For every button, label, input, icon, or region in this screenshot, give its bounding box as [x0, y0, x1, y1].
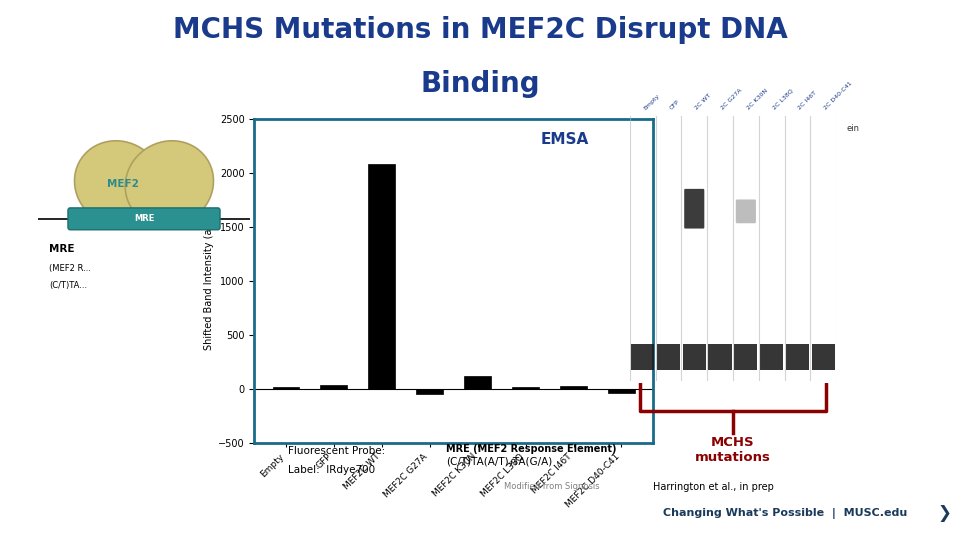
FancyBboxPatch shape [735, 199, 756, 223]
Text: (C/T)TA...: (C/T)TA... [49, 281, 87, 290]
Text: ein: ein [847, 124, 859, 133]
Ellipse shape [75, 141, 163, 226]
Bar [631, 343, 655, 370]
Ellipse shape [125, 141, 213, 226]
Text: MCHS
mutations: MCHS mutations [695, 436, 771, 464]
Bar [321, 385, 347, 389]
Text: MRE: MRE [49, 244, 75, 254]
Text: CFP: CFP [668, 99, 681, 111]
Text: (MEF2 R...: (MEF2 R... [49, 264, 91, 273]
Text: Modified from Signosis: Modified from Signosis [504, 482, 600, 491]
Bar [734, 343, 757, 370]
Text: MUSC: MUSC [565, 508, 597, 518]
Bar [760, 343, 783, 370]
FancyBboxPatch shape [68, 208, 220, 230]
Bar [513, 387, 539, 389]
Text: Fluorescent Probe:: Fluorescent Probe: [288, 446, 385, 456]
Bar [657, 343, 680, 370]
Text: 2C L38Q: 2C L38Q [772, 89, 794, 111]
Text: MEF2: MEF2 [107, 179, 139, 188]
Text: Empty: Empty [642, 93, 660, 111]
Text: 2C WT: 2C WT [694, 93, 712, 111]
Text: 2C I46T: 2C I46T [798, 90, 818, 111]
Text: EMSA: EMSA [541, 132, 589, 147]
FancyBboxPatch shape [684, 189, 705, 228]
Text: ❯: ❯ [938, 504, 951, 522]
Bar [369, 164, 395, 389]
Bar [683, 343, 706, 370]
Text: MRE: MRE [133, 214, 155, 224]
Text: Changing What's Possible  |  MUSC.edu: Changing What's Possible | MUSC.edu [663, 508, 907, 519]
Text: Label:  IRdye700: Label: IRdye700 [288, 465, 375, 476]
Text: MCHS Mutations in MEF2C Disrupt DNA: MCHS Mutations in MEF2C Disrupt DNA [173, 16, 787, 44]
Text: 2C K30N: 2C K30N [746, 88, 769, 111]
Y-axis label: Shifted Band Intensity (a.u.): Shifted Band Intensity (a.u.) [204, 212, 214, 349]
Bar [811, 343, 835, 370]
Bar [708, 343, 732, 370]
Text: MRE (MEF2 Response Element): MRE (MEF2 Response Element) [446, 444, 617, 454]
Bar [561, 386, 587, 389]
Text: 2C D40-C41: 2C D40-C41 [824, 80, 853, 111]
Text: Harrington et al., in prep: Harrington et al., in prep [653, 482, 774, 492]
Text: (C/T)TA(A/T)₄TA(G/A): (C/T)TA(A/T)₄TA(G/A) [446, 456, 553, 467]
Bar [417, 389, 443, 394]
Bar [465, 376, 491, 389]
Bar [273, 387, 299, 389]
Bar [609, 389, 635, 393]
Text: Binding: Binding [420, 70, 540, 98]
Bar [786, 343, 809, 370]
Text: Medical University
of South Carolina: Medical University of South Carolina [552, 522, 610, 532]
Text: 2C G27A: 2C G27A [720, 88, 743, 111]
